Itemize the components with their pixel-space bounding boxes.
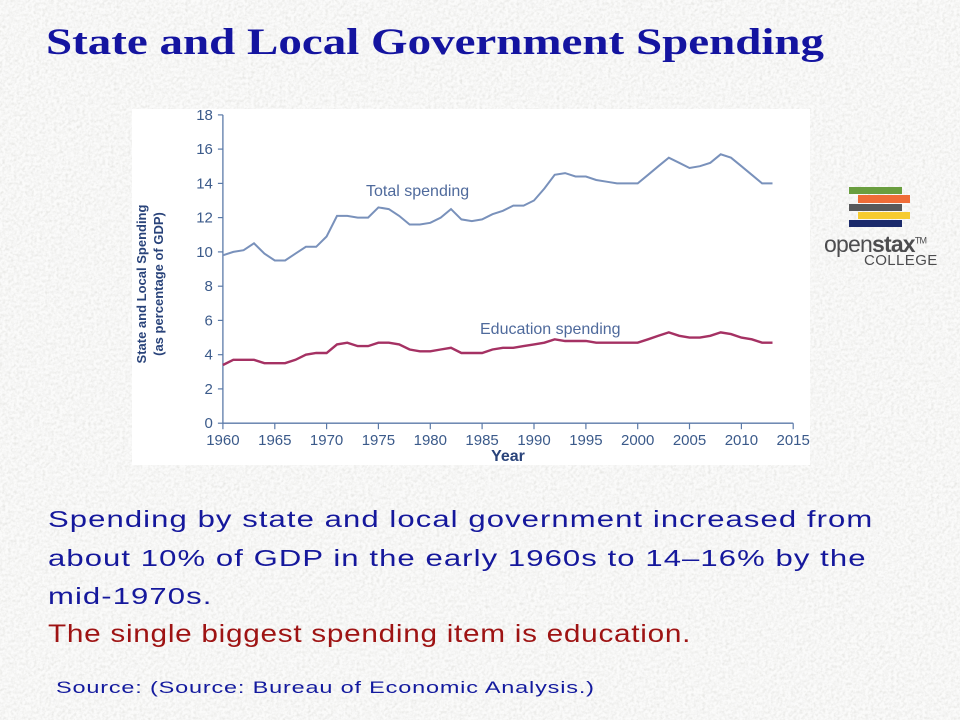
svg-text:2: 2 (205, 381, 213, 398)
svg-text:Year: Year (491, 448, 525, 465)
svg-text:1970: 1970 (310, 432, 343, 449)
svg-text:4: 4 (205, 347, 213, 364)
svg-text:2010: 2010 (725, 432, 758, 449)
svg-text:1995: 1995 (569, 432, 602, 449)
svg-text:14: 14 (196, 175, 213, 192)
svg-text:1960: 1960 (206, 432, 239, 449)
svg-text:8: 8 (205, 278, 213, 295)
svg-text:1990: 1990 (517, 432, 550, 449)
svg-text:1965: 1965 (258, 432, 291, 449)
svg-text:1980: 1980 (414, 432, 447, 449)
svg-text:12: 12 (196, 210, 213, 227)
svg-text:Education spending: Education spending (480, 321, 621, 338)
svg-text:0: 0 (205, 415, 213, 432)
svg-text:Total spending: Total spending (366, 183, 469, 200)
svg-text:1985: 1985 (465, 432, 498, 449)
svg-text:2000: 2000 (621, 432, 654, 449)
svg-text:10: 10 (196, 244, 213, 261)
svg-text:6: 6 (205, 312, 213, 329)
svg-text:18: 18 (196, 109, 213, 124)
svg-text:2015: 2015 (777, 432, 810, 449)
svg-text:2005: 2005 (673, 432, 706, 449)
svg-text:1975: 1975 (362, 432, 395, 449)
svg-text:16: 16 (196, 141, 213, 158)
